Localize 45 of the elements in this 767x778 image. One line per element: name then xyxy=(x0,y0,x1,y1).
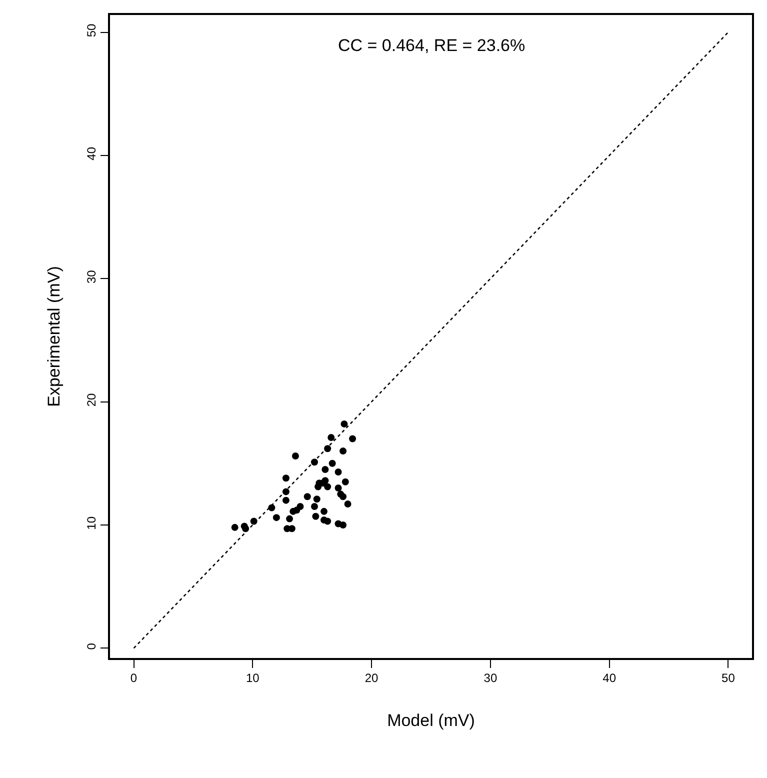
point xyxy=(349,435,356,442)
point xyxy=(340,420,348,428)
point xyxy=(322,466,329,474)
point xyxy=(320,508,328,515)
point xyxy=(340,448,347,455)
point xyxy=(344,500,352,508)
point xyxy=(328,434,335,442)
point xyxy=(292,452,299,460)
point xyxy=(282,496,290,504)
y-axis-title: Experimental (mV) xyxy=(44,266,64,407)
point xyxy=(272,514,280,522)
point xyxy=(312,512,320,520)
point xyxy=(296,502,304,510)
point xyxy=(322,477,329,484)
point xyxy=(324,445,332,452)
point xyxy=(340,521,347,528)
point xyxy=(324,518,332,525)
x-tick-label: 0 xyxy=(130,671,138,686)
point xyxy=(328,460,336,467)
point xyxy=(304,493,311,500)
y-tick-label: 50 xyxy=(84,23,98,38)
y-tick-label: 30 xyxy=(84,270,98,284)
y-tick-label: 40 xyxy=(84,146,98,160)
point xyxy=(282,488,290,496)
annotation: CC = 0.464, RE = 23.6% xyxy=(338,36,526,55)
point xyxy=(334,484,342,492)
x-tick-label: 30 xyxy=(484,671,498,686)
point xyxy=(324,483,332,490)
point xyxy=(334,468,342,476)
x-tick-label: 20 xyxy=(364,671,379,686)
x-tick-label: 50 xyxy=(722,671,736,686)
point xyxy=(310,502,318,510)
y-tick-label: 0 xyxy=(84,642,98,650)
x-tick-label: 10 xyxy=(246,671,260,686)
point xyxy=(231,524,238,531)
point xyxy=(282,474,290,482)
x-axis-title: Model (mV) xyxy=(387,711,475,730)
point xyxy=(250,518,258,525)
point xyxy=(340,493,347,500)
point xyxy=(342,478,349,486)
point xyxy=(286,515,294,522)
point xyxy=(313,496,320,503)
x-tick-label: 40 xyxy=(602,671,616,686)
y-tick-label: 20 xyxy=(84,392,98,407)
y-tick-label: 10 xyxy=(84,516,98,530)
